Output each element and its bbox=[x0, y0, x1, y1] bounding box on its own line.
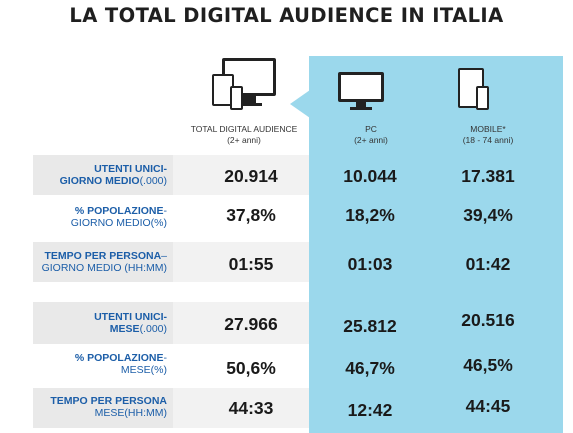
value-total-daily-population: 37,8% bbox=[226, 205, 276, 225]
row-label-cell bbox=[33, 345, 173, 385]
value-total-monthly-population: 50,6% bbox=[226, 358, 276, 378]
row-label-cell bbox=[33, 302, 173, 344]
column-header-pc: PC (2+ anni) bbox=[316, 124, 426, 146]
row-label-cell bbox=[33, 197, 173, 237]
column-header-pc-sub: (2+ anni) bbox=[354, 135, 388, 145]
value-mobile-daily-time: 01:42 bbox=[465, 254, 511, 274]
value-total-monthly-time: 44:33 bbox=[228, 398, 274, 418]
value-total-daily-users: 20.914 bbox=[224, 166, 278, 186]
value-pc-daily-population: 18,2% bbox=[345, 205, 395, 225]
row-total-cell bbox=[173, 388, 309, 428]
row-total-cell bbox=[173, 155, 309, 195]
highlight-panel bbox=[309, 56, 563, 433]
value-pc-daily-users: 10.044 bbox=[343, 166, 397, 186]
column-header-mobile: MOBILE* (18 - 74 anni) bbox=[433, 124, 543, 146]
row-label-monthly-time: TEMPO PER PERSONA MESE(HH:MM) bbox=[50, 395, 167, 419]
row-total-cell bbox=[173, 302, 309, 344]
row-label-daily-users: UTENTI UNICI- GIORNO MEDIO(.000) bbox=[59, 163, 167, 187]
row-total-cell bbox=[173, 197, 309, 237]
value-pc-daily-time: 01:03 bbox=[347, 254, 393, 274]
row-label-daily-time: TEMPO PER PERSONA– GIORNO MEDIO (HH:MM) bbox=[41, 250, 167, 274]
tablet-phone-icon bbox=[458, 68, 498, 114]
row-label-monthly-users: UTENTI UNICI- MESE(.000) bbox=[94, 311, 167, 335]
block-separator bbox=[33, 284, 309, 300]
value-mobile-monthly-users: 20.516 bbox=[461, 310, 515, 330]
value-mobile-daily-population: 39,4% bbox=[463, 205, 513, 225]
value-mobile-monthly-population: 46,5% bbox=[463, 355, 513, 375]
row-label-cell bbox=[33, 242, 173, 282]
value-total-monthly-users: 27.966 bbox=[224, 314, 278, 334]
value-pc-monthly-users: 25.812 bbox=[343, 316, 397, 336]
value-mobile-daily-users: 17.381 bbox=[461, 166, 515, 186]
row-label-monthly-population: % POPOLAZIONE- MESE(%) bbox=[74, 352, 167, 376]
column-header-mobile-label: MOBILE* bbox=[470, 124, 506, 134]
multi-device-icon bbox=[212, 56, 280, 120]
row-label-cell bbox=[33, 155, 173, 195]
value-total-daily-time: 01:55 bbox=[228, 254, 274, 274]
page-title: LA TOTAL DIGITAL AUDIENCE IN ITALIA bbox=[69, 4, 504, 27]
desktop-monitor-icon bbox=[338, 72, 384, 112]
value-pc-monthly-population: 46,7% bbox=[345, 358, 395, 378]
column-header-pc-label: PC bbox=[365, 124, 377, 134]
row-total-cell bbox=[173, 242, 309, 282]
column-header-mobile-sub: (18 - 74 anni) bbox=[462, 135, 514, 145]
highlight-pointer bbox=[290, 90, 310, 118]
row-label-cell bbox=[33, 388, 173, 428]
column-header-total: TOTAL DIGITAL AUDIENCE (2+ anni) bbox=[185, 124, 303, 146]
row-total-cell bbox=[173, 345, 309, 385]
value-mobile-monthly-time: 44:45 bbox=[465, 396, 511, 416]
row-label-daily-population: % POPOLAZIONE- GIORNO MEDIO(%) bbox=[70, 205, 167, 229]
value-pc-monthly-time: 12:42 bbox=[347, 400, 393, 420]
column-header-total-sub: (2+ anni) bbox=[227, 135, 261, 145]
column-header-total-label: TOTAL DIGITAL AUDIENCE bbox=[190, 124, 298, 134]
